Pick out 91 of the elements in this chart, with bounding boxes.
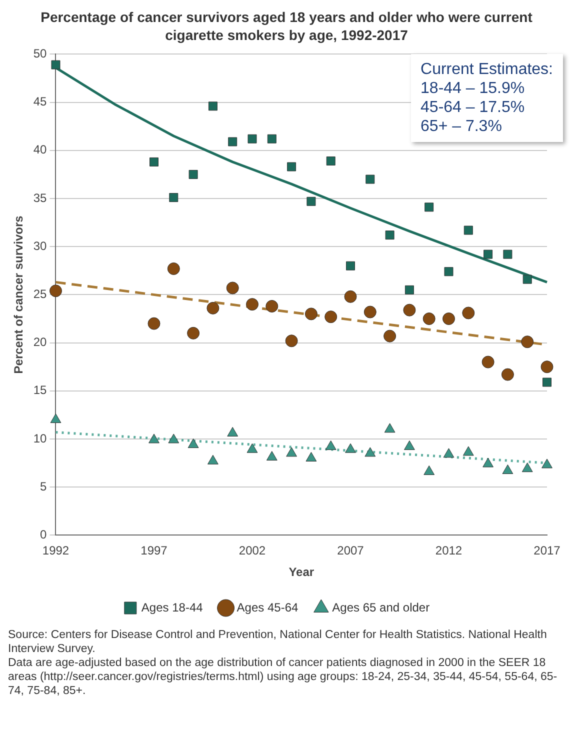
point <box>444 267 454 276</box>
legend-label: Ages 45-64 <box>236 600 298 614</box>
y-tick-label: 40 <box>33 142 48 157</box>
point <box>484 250 493 259</box>
x-tick-label: 2007 <box>337 544 364 558</box>
point <box>208 102 218 111</box>
point <box>442 312 455 325</box>
y-tick-label: 30 <box>33 238 48 253</box>
y-tick-label: 45 <box>33 94 48 109</box>
point <box>346 261 355 270</box>
y-tick-label: 10 <box>33 431 48 446</box>
point <box>384 330 396 342</box>
y-tick-label: 0 <box>40 528 48 542</box>
point <box>325 440 336 450</box>
y-tick-label: 50 <box>33 46 48 61</box>
point <box>286 447 297 457</box>
point <box>542 458 552 468</box>
point <box>422 312 436 325</box>
legend-label: Ages 18-44 <box>141 600 204 614</box>
point <box>404 285 414 294</box>
point <box>521 336 534 348</box>
point <box>345 443 356 453</box>
point <box>206 302 220 314</box>
x-tick-label: 1992 <box>42 544 70 558</box>
point <box>169 193 178 202</box>
point <box>226 282 239 294</box>
point <box>522 462 533 472</box>
point <box>266 300 278 312</box>
x-tick-label: 1997 <box>140 544 168 558</box>
point <box>326 156 336 166</box>
point <box>462 306 475 320</box>
point <box>285 334 298 348</box>
x-tick-label: 2012 <box>435 544 462 558</box>
point <box>50 414 62 424</box>
y-tick-label: 25 <box>33 287 48 302</box>
point <box>50 284 62 298</box>
point <box>248 134 257 144</box>
annotation: Current Estimates: 18-44 – 15.9% 45-64 – 17.5% 65+ – 7.3% <box>410 54 563 142</box>
point <box>501 368 514 381</box>
point <box>462 446 474 456</box>
point <box>522 274 532 284</box>
point <box>188 438 199 448</box>
point <box>404 440 415 450</box>
point <box>542 378 552 387</box>
point <box>304 308 318 320</box>
point <box>344 290 357 303</box>
point <box>424 465 435 475</box>
point <box>424 202 434 212</box>
point <box>384 423 396 433</box>
point <box>227 426 238 436</box>
point <box>266 451 278 461</box>
point <box>148 317 160 330</box>
point <box>503 250 512 259</box>
point <box>403 304 416 316</box>
point <box>464 226 473 235</box>
y-tick-label: 35 <box>33 190 48 205</box>
point <box>168 434 180 444</box>
point <box>228 137 238 146</box>
point <box>443 448 454 458</box>
source-note: Source: Centers for Disease Control and Prevention, National Center for Health Statistics. National Health Interview Survey. Data are age-adjusted based on the age distribution of cancer patients diagnosed in 2000 in the SEER 18 areas (http://seer.cancer.gov/registries/terms.html) using age groups: 18-24, 25-34, 35-44, 45-54, 55-64, 65-74, 75-84, 85+. <box>7 628 558 699</box>
point <box>306 196 316 206</box>
y-tick-label: 20 <box>33 335 48 350</box>
point <box>188 170 198 179</box>
point <box>482 356 494 368</box>
point <box>51 60 60 70</box>
x-tick-label: 2017 <box>534 544 561 558</box>
point <box>324 310 338 324</box>
point <box>287 162 296 172</box>
point <box>306 452 317 462</box>
point <box>366 174 375 184</box>
y-tick-label: 5 <box>40 479 48 494</box>
point <box>150 157 158 166</box>
point <box>167 262 180 275</box>
point <box>208 454 218 464</box>
point <box>148 434 160 444</box>
point <box>502 464 514 474</box>
point <box>540 360 554 374</box>
legend-label: Ages 65 and older <box>332 600 430 614</box>
y-tick-label: 15 <box>33 383 48 398</box>
y-axis-title: Percent of cancer survivors <box>12 215 26 374</box>
x-tick-label: 2002 <box>238 544 266 558</box>
point <box>187 326 200 340</box>
point <box>364 306 376 318</box>
point <box>246 298 258 311</box>
point <box>385 230 394 240</box>
chart-title: Percentage of cancer survivors aged 18 years and older who were current cigarette smokers by age, 1992-2017 <box>40 8 534 44</box>
point <box>482 458 494 468</box>
point <box>364 447 376 457</box>
x-axis-title: Year <box>288 565 314 580</box>
point <box>246 443 258 453</box>
point <box>267 134 276 144</box>
